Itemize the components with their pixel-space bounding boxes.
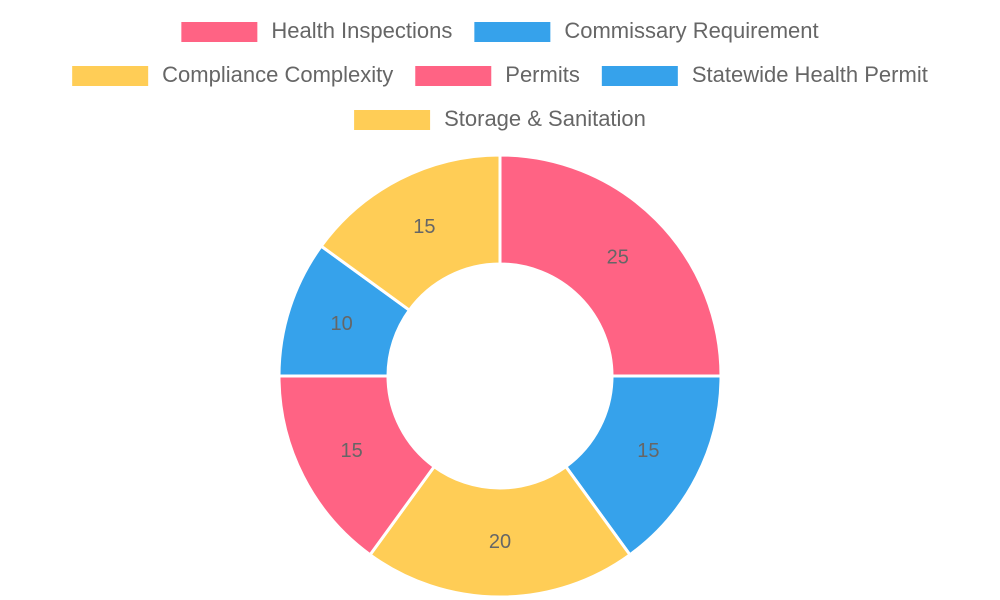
legend-label: Health Inspections bbox=[271, 18, 452, 43]
legend-item: Health Inspections bbox=[181, 18, 452, 43]
slice-label: 20 bbox=[489, 531, 511, 553]
doughnut-slice bbox=[368, 464, 632, 599]
legend-item: Storage & Sanitation bbox=[354, 106, 646, 131]
doughnut-slice bbox=[319, 153, 502, 313]
legend-swatch bbox=[72, 66, 149, 86]
legend-item: Commissary Requirement bbox=[474, 18, 819, 43]
legend-item: Statewide Health Permit bbox=[601, 62, 928, 87]
legend-swatch bbox=[474, 22, 551, 42]
slice-label: 15 bbox=[341, 440, 363, 462]
legend-label: Permits bbox=[505, 62, 580, 87]
doughnut-slice bbox=[277, 374, 437, 557]
legend-swatch bbox=[181, 22, 258, 42]
doughnut-slice bbox=[498, 153, 723, 378]
legend-label: Compliance Complexity bbox=[162, 62, 393, 87]
legend-label: Storage & Sanitation bbox=[444, 106, 646, 131]
slice-label: 10 bbox=[331, 313, 353, 335]
legend-item: Permits bbox=[415, 62, 580, 87]
legend-label: Commissary Requirement bbox=[564, 18, 818, 43]
legend-item: Compliance Complexity bbox=[72, 62, 393, 87]
slice-label: 15 bbox=[413, 216, 435, 238]
legend-swatch bbox=[415, 66, 492, 86]
legend-label: Statewide Health Permit bbox=[692, 62, 928, 87]
slice-label: 15 bbox=[637, 440, 659, 462]
legend-swatch bbox=[354, 110, 431, 130]
slice-label: 25 bbox=[607, 247, 629, 269]
doughnut-slice bbox=[563, 374, 723, 557]
legend-swatch bbox=[601, 66, 678, 86]
